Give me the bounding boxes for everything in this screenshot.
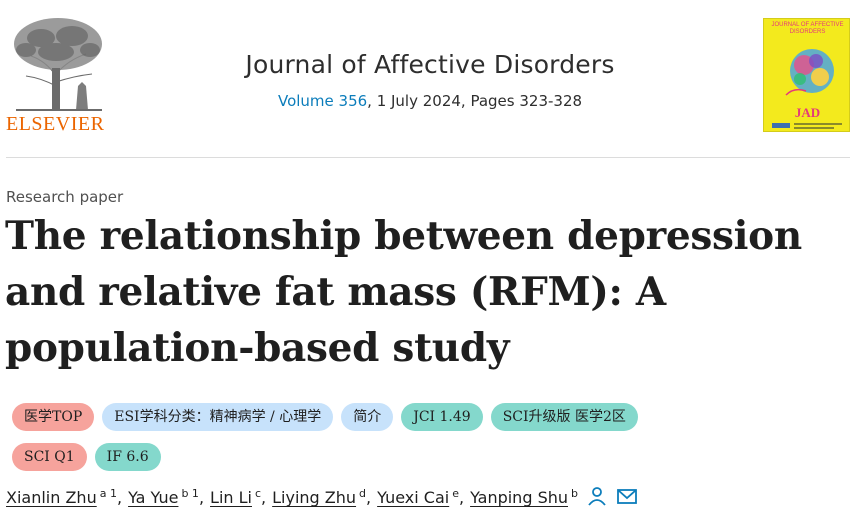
cover-abbreviation: JAD — [794, 105, 821, 120]
metric-tags: 医学TOP ESI学科分类：精神病学 / 心理学 简介 JCI 1.49 SCI… — [12, 403, 812, 483]
article-type: Research paper — [6, 188, 124, 206]
header-divider — [6, 157, 850, 158]
author-separator: , — [261, 488, 267, 507]
tag-medical-top[interactable]: 医学TOP — [12, 403, 95, 431]
author-separator: , — [198, 488, 205, 507]
volume-link[interactable]: Volume 356 — [277, 92, 368, 110]
author-list: Xianlin Zhu a 1 , Ya Yue b 1 , Lin Li c , L… — [6, 481, 638, 507]
elsevier-wordmark: ELSEVIER — [6, 113, 105, 135]
tag-row-2: SCI Q1 IF 6.6 — [12, 443, 812, 471]
author-separator: , — [366, 488, 372, 507]
author-separator: , — [116, 488, 123, 507]
journal-cover[interactable]: JOURNAL OF AFFECTIVE DISORDERS JAD — [763, 18, 850, 132]
journal-title[interactable]: Journal of Affective Disorders — [245, 50, 615, 79]
author-item[interactable]: Ya Yue b 1 — [128, 487, 199, 507]
author-item[interactable]: Lin Li c — [210, 487, 262, 507]
cover-title: JOURNAL OF AFFECTIVE DISORDERS — [771, 22, 844, 35]
tag-sci-upgrade[interactable]: SCI升级版 医学2区 — [490, 403, 638, 431]
tag-intro[interactable]: 简介 — [341, 403, 394, 431]
brain-illustration-icon — [772, 49, 842, 129]
elsevier-tree-icon — [14, 18, 102, 111]
tag-impact-factor[interactable]: IF 6.6 — [94, 443, 161, 471]
author-item[interactable]: Yanping Shu b — [470, 487, 578, 507]
author-item[interactable]: Liying Zhu d — [272, 487, 367, 507]
tag-sci-q1[interactable]: SCI Q1 — [12, 443, 87, 471]
author-separator: , — [458, 488, 465, 507]
issue-pages: , 1 July 2024, Pages 323-328 — [367, 92, 583, 110]
tag-row-1: 医学TOP ESI学科分类：精神病学 / 心理学 简介 JCI 1.49 SCI… — [12, 403, 812, 431]
elsevier-logo[interactable]: ELSEVIER — [6, 16, 110, 136]
tag-esi-category[interactable]: ESI学科分类：精神病学 / 心理学 — [102, 403, 334, 431]
envelope-icon[interactable] — [616, 485, 638, 507]
person-icon[interactable] — [586, 485, 608, 507]
article-title: The relationship between depression and … — [5, 213, 802, 371]
author-item[interactable]: Xianlin Zhu a 1 — [6, 487, 117, 507]
tag-jci[interactable]: JCI 1.49 — [401, 403, 483, 431]
author-item[interactable]: Yuexi Cai e — [377, 487, 459, 507]
journal-meta: Volume 356, 1 July 2024, Pages 323-328 — [180, 92, 680, 110]
